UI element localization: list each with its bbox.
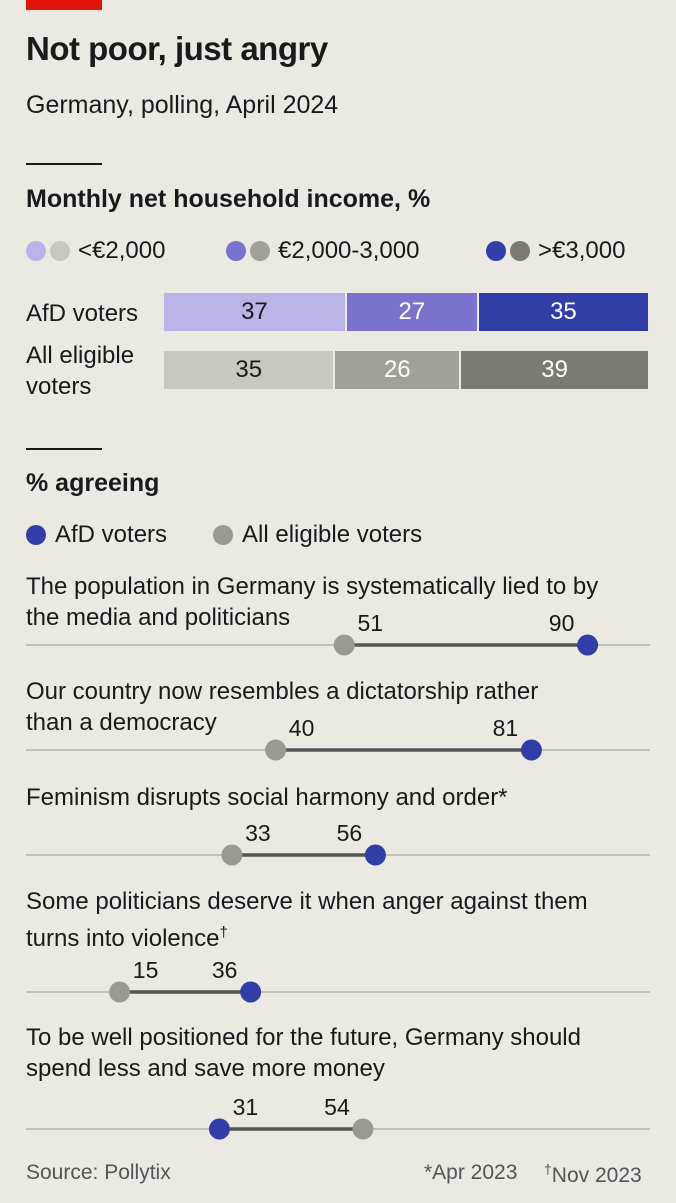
- all-value-label-1: 40: [289, 715, 315, 741]
- all-value-label-0: 51: [357, 610, 383, 636]
- afd-low-dot-icon: [26, 241, 46, 261]
- all-voters-point-4: [352, 1118, 374, 1140]
- legend-all-label: All eligible voters: [242, 521, 423, 548]
- income-row-label-afd: AfD voters: [26, 300, 139, 327]
- statement-1-line-0: Our country now resembles a dictatorship…: [26, 678, 539, 705]
- income-bar-all: 35 26 39: [164, 351, 648, 389]
- footnote-apr: *Apr 2023: [424, 1161, 518, 1184]
- afd-value-label-2: 56: [337, 820, 363, 846]
- all-value-label-4: 54: [324, 1094, 350, 1120]
- dot-row-0: 90 51: [26, 610, 650, 656]
- legend-income-low: <€2,000: [26, 237, 165, 265]
- statement-4-line-0: To be well positioned for the future, Ge…: [26, 1024, 581, 1051]
- agreeing-section-title: % agreeing: [26, 469, 160, 497]
- dot-row-1: 81 40: [26, 715, 650, 761]
- afd-voters-point-0: [577, 634, 599, 656]
- all-voters-point-1: [265, 739, 287, 761]
- statement-2-line-0: Feminism disrupts social harmony and ord…: [26, 784, 508, 811]
- chart-title: Not poor, just angry: [26, 30, 328, 67]
- brand-tag: [26, 0, 102, 10]
- footnote-nov: †Nov 2023: [544, 1161, 642, 1188]
- afd-high-dot-icon: [486, 241, 506, 261]
- legend-income-mid: €2,000-3,000: [226, 237, 419, 265]
- income-bar-afd-segment-0: 37: [164, 293, 345, 331]
- income-bar-afd-segment-1: 27: [344, 293, 477, 331]
- all-high-dot-icon: [510, 241, 530, 261]
- legend-income-mid-label: €2,000-3,000: [278, 237, 420, 264]
- legend-income-low-label: <€2,000: [78, 237, 166, 264]
- legend-income-high: >€3,000: [486, 237, 625, 265]
- statement-3: Some politicians deserve it when anger a…: [26, 886, 646, 954]
- statement-0: The population in Germany is systematica…: [26, 571, 646, 633]
- chart-subtitle: Germany, polling, April 2024: [26, 91, 339, 119]
- income-bar-all-segment-1: 26: [333, 351, 460, 389]
- afd-voters-point-2: [364, 844, 386, 866]
- all-value-label-2: 33: [245, 820, 271, 846]
- afd-value-label-3: 36: [212, 957, 238, 983]
- afd-mid-dot-icon: [226, 241, 246, 261]
- dot-row-2: 56 33: [26, 820, 650, 866]
- source-note: Source: Pollytix: [26, 1161, 171, 1184]
- dot-row-4: 31 54: [26, 1094, 650, 1140]
- statement-3-footnote: †: [219, 924, 228, 941]
- income-bar-all-segment-2: 39: [459, 351, 648, 389]
- section-rule-income: [26, 163, 102, 165]
- afd-value-label-4: 31: [233, 1094, 259, 1120]
- statement-3-line-1: turns into violence†: [26, 924, 228, 952]
- afd-value-label-0: 90: [549, 610, 575, 636]
- all-dot-icon: [213, 525, 233, 545]
- all-value-label-3: 15: [133, 957, 159, 983]
- all-voters-point-2: [221, 844, 243, 866]
- all-low-dot-icon: [50, 241, 70, 261]
- legend-all: All eligible voters: [213, 521, 422, 549]
- all-mid-dot-icon: [250, 241, 270, 261]
- footnote-nov-text: Nov 2023: [551, 1164, 642, 1187]
- all-voters-point-0: [333, 634, 355, 656]
- legend-afd-label: AfD voters: [55, 521, 168, 548]
- footnote-dagger: †: [544, 1161, 552, 1177]
- dot-row-3: 36 15: [26, 957, 650, 1003]
- income-bar-all-segment-0: 35: [164, 351, 334, 389]
- statement-1: Our country now resembles a dictatorship…: [26, 676, 646, 738]
- income-bar-afd: 37 27 35: [164, 293, 648, 331]
- legend-afd: AfD voters: [26, 521, 167, 549]
- income-section-title: Monthly net household income, %: [26, 185, 431, 213]
- afd-value-label-1: 81: [493, 715, 519, 741]
- statement-3-line-0: Some politicians deserve it when anger a…: [26, 888, 588, 915]
- all-voters-point-3: [109, 981, 131, 1003]
- afd-voters-point-1: [520, 739, 542, 761]
- statement-0-line-0: The population in Germany is systematica…: [26, 573, 599, 600]
- afd-dot-icon: [26, 525, 46, 545]
- statement-0-line-1: the media and politicians: [26, 604, 291, 631]
- afd-voters-point-4: [208, 1118, 230, 1140]
- statement-1-line-1: than a democracy: [26, 709, 217, 736]
- statement-4-line-1: spend less and save more money: [26, 1055, 385, 1082]
- statement-2: Feminism disrupts social harmony and ord…: [26, 782, 646, 813]
- income-bar-afd-segment-2: 35: [476, 293, 648, 331]
- legend-income-high-label: >€3,000: [538, 237, 626, 264]
- section-rule-agreeing: [26, 448, 102, 450]
- statement-4: To be well positioned for the future, Ge…: [26, 1022, 646, 1084]
- afd-voters-point-3: [240, 981, 262, 1003]
- income-row-label-all: All eligible voters: [26, 342, 135, 400]
